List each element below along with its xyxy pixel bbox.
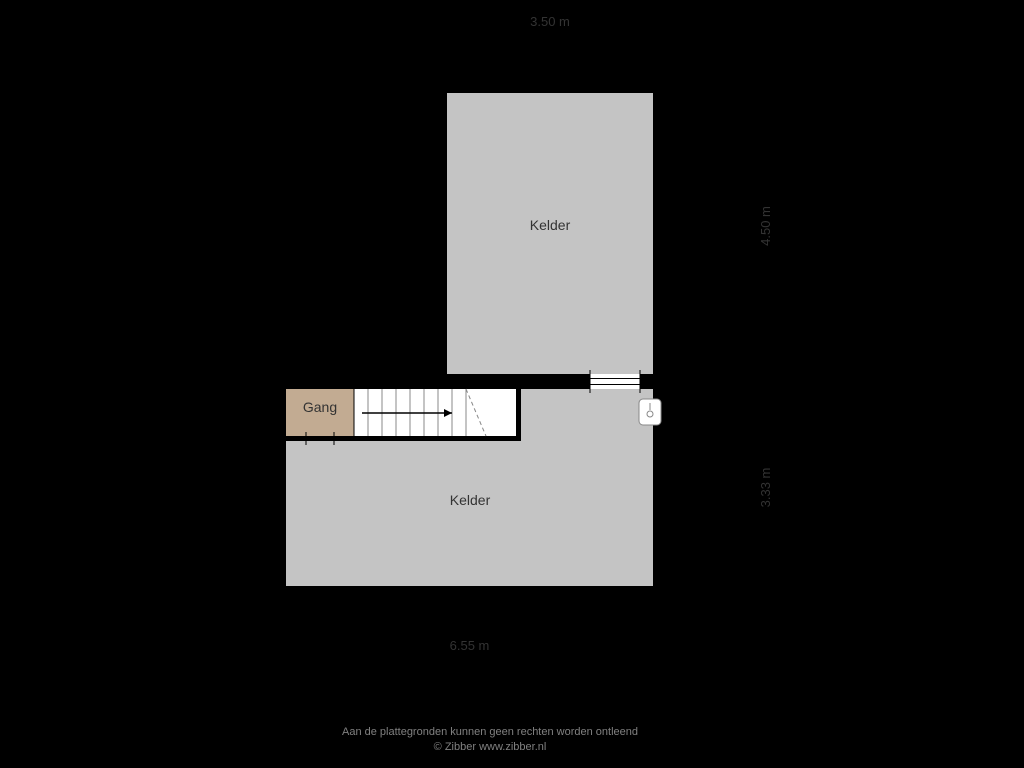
sink-icon [639,399,661,425]
footer-line2: © Zibber www.zibber.nl [434,741,547,753]
door-opening [590,374,640,389]
footer-line1: Aan de plattegronden kunnen geen rechten… [342,726,638,738]
dim-right-lower: 3.33 m [758,468,773,508]
stair-wall-right [516,389,521,441]
stair-wall-bottom [286,436,516,441]
partition-wall-left [447,374,590,389]
partition-wall-right [640,374,653,389]
room-label-kelder-lower: Kelder [450,492,491,508]
dim-bottom: 6.55 m [450,638,490,653]
room-label-kelder-upper: Kelder [530,217,571,233]
floorplan-svg: Kelder Kelder Gang 3.50 m 6.55 m 4.50 m 3.33 m… [0,0,1024,768]
room-label-gang: Gang [303,399,337,415]
dim-top: 3.50 m [530,14,570,29]
dim-right-upper: 4.50 m [758,206,773,246]
